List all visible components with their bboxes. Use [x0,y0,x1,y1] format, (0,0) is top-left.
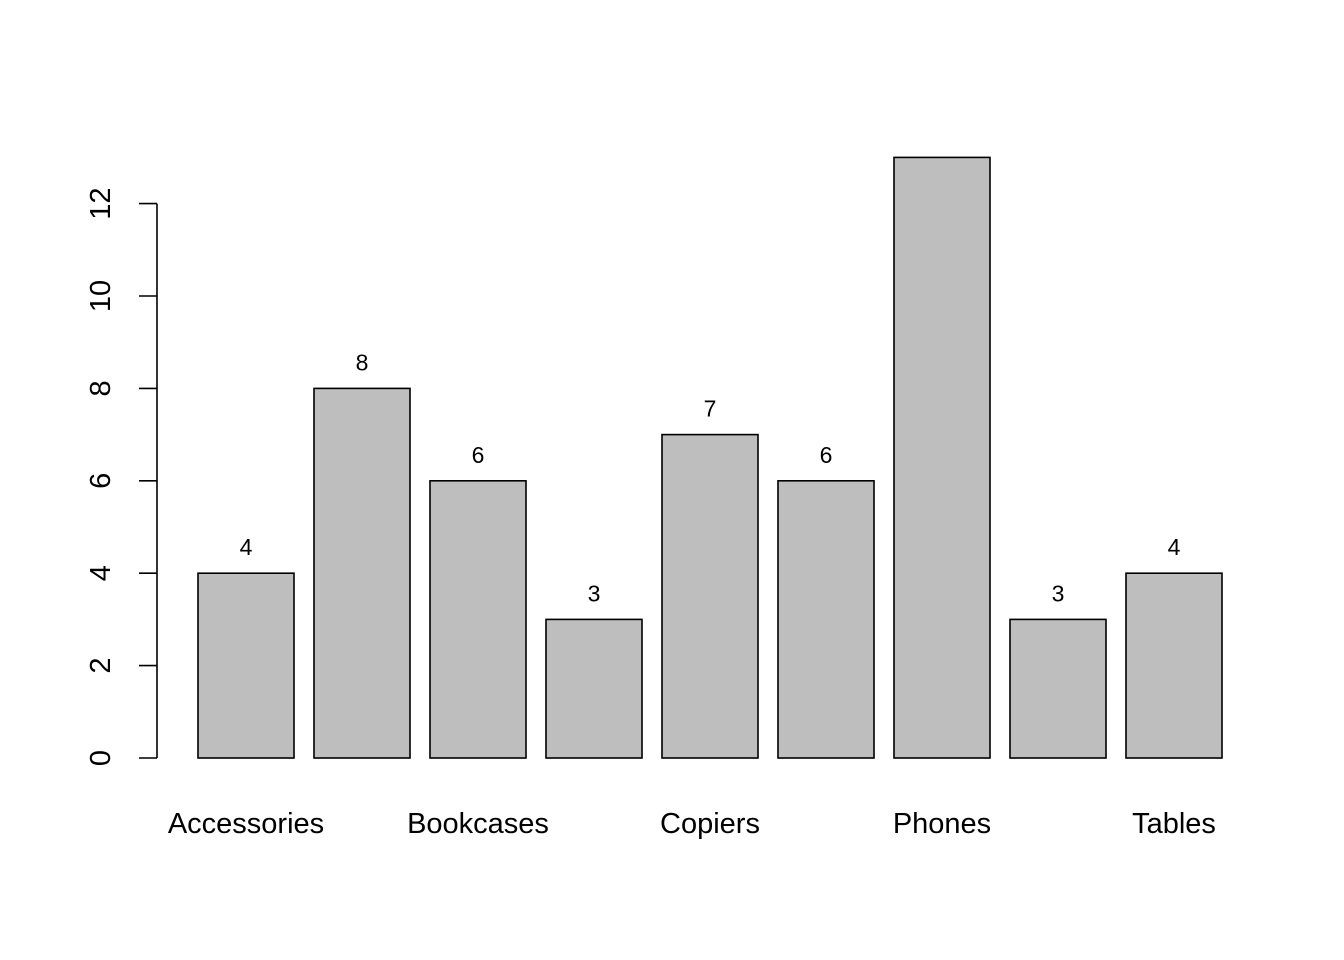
bar [661,433,759,759]
data-label: 6 [820,442,833,468]
data-label: 8 [356,349,369,375]
bar [1009,618,1107,759]
y-tick-label: 10 [85,280,117,312]
x-category-label: Phones [893,808,991,840]
data-label: 3 [588,580,601,606]
bar [1125,572,1223,759]
x-category-label: Bookcases [407,808,549,840]
y-tick-label: 8 [85,380,117,396]
data-label: 3 [1052,580,1065,606]
bar [893,156,991,759]
y-axis: 0 2 4 6 8 10 12 [85,187,158,766]
y-tick-label: 12 [85,187,117,219]
data-label: 7 [704,396,717,422]
data-label: 4 [240,534,253,560]
data-labels: 4 8 6 3 7 6 3 4 [240,349,1181,606]
y-tick-label: 2 [85,658,117,674]
x-category-label: Tables [1132,808,1216,840]
y-tick-label: 4 [85,565,117,581]
bar [313,387,411,759]
x-category-label: Copiers [660,808,760,840]
y-tick-label: 6 [85,473,117,489]
bar [197,572,295,759]
bars [197,156,1223,759]
bar [429,479,527,759]
bar [777,479,875,759]
data-label: 6 [472,442,485,468]
bar [545,618,643,759]
data-label: 4 [1168,534,1181,560]
y-tick-label: 0 [85,750,117,766]
x-axis-labels: Accessories Bookcases Copiers Phones Tables [168,808,1216,840]
x-category-label: Accessories [168,808,324,840]
